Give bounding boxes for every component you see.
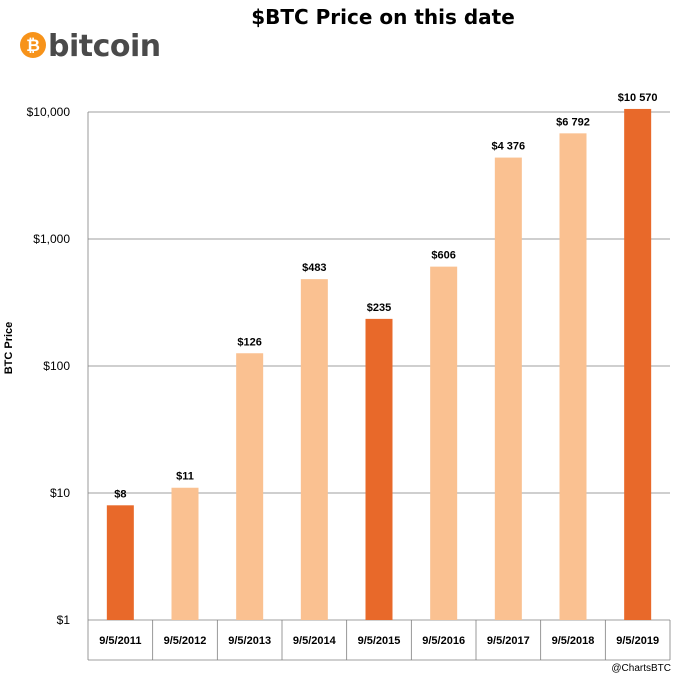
data-label: $126 [237,336,261,348]
data-label: $8 [114,488,126,500]
x-tick-label: 9/5/2015 [358,635,401,647]
bar-9-5-2012 [171,487,199,620]
bar-9-5-2015 [365,318,393,620]
chart-title: $BTC Price on this date [251,5,515,29]
bars [106,108,652,620]
x-tick-label: 9/5/2011 [99,635,141,647]
bitcoin-symbol: ₿ [26,36,40,56]
bitcoin-logo: ₿ bitcoin [20,29,161,64]
bar-9-5-2016 [430,266,458,620]
data-label: $4 376 [492,141,526,153]
y-tick-label: $1,000 [33,232,70,246]
bitcoin-wordmark: bitcoin [48,29,161,64]
data-labels: $8 $11 $126 $483 $235 $606 $4 376 $6 792 $10 570 [114,92,657,500]
bar-9-5-2013 [236,353,264,620]
x-axis-ticks: 9/5/2011 9/5/2012 9/5/2013 9/5/2014 9/5/2015… [99,635,659,647]
x-tick-label: 9/5/2012 [164,635,207,647]
data-label: $483 [302,262,326,274]
data-label: $606 [431,250,455,262]
x-tick-label: 9/5/2019 [616,635,659,647]
x-tick-label: 9/5/2013 [228,635,271,647]
bar-9-5-2011 [106,505,134,620]
data-label: $10 570 [618,92,658,104]
y-tick-label: $10,000 [27,105,71,119]
y-axis-label: BTC Price [3,322,15,375]
data-label: $6 792 [556,116,590,128]
y-axis-ticks: $1 $10 $100 $1,000 $10,000 [27,105,71,627]
x-tick-label: 9/5/2017 [487,635,530,647]
bitcoin-logo-icon [20,32,46,58]
bar-9-5-2019 [624,108,652,620]
y-tick-label: $100 [43,359,70,373]
data-label: $11 [176,471,194,483]
y-tick-label: $1 [57,613,71,627]
credit-text: @ChartsBTC [611,663,671,674]
y-tick-label: $10 [50,486,70,500]
bar-9-5-2018 [559,133,587,620]
x-tick-label: 9/5/2018 [552,635,595,647]
bar-9-5-2014 [300,279,328,620]
data-label: $235 [367,302,391,314]
bar-9-5-2017 [494,157,522,620]
x-tick-label: 9/5/2014 [293,635,337,647]
x-tick-label: 9/5/2016 [422,635,465,647]
